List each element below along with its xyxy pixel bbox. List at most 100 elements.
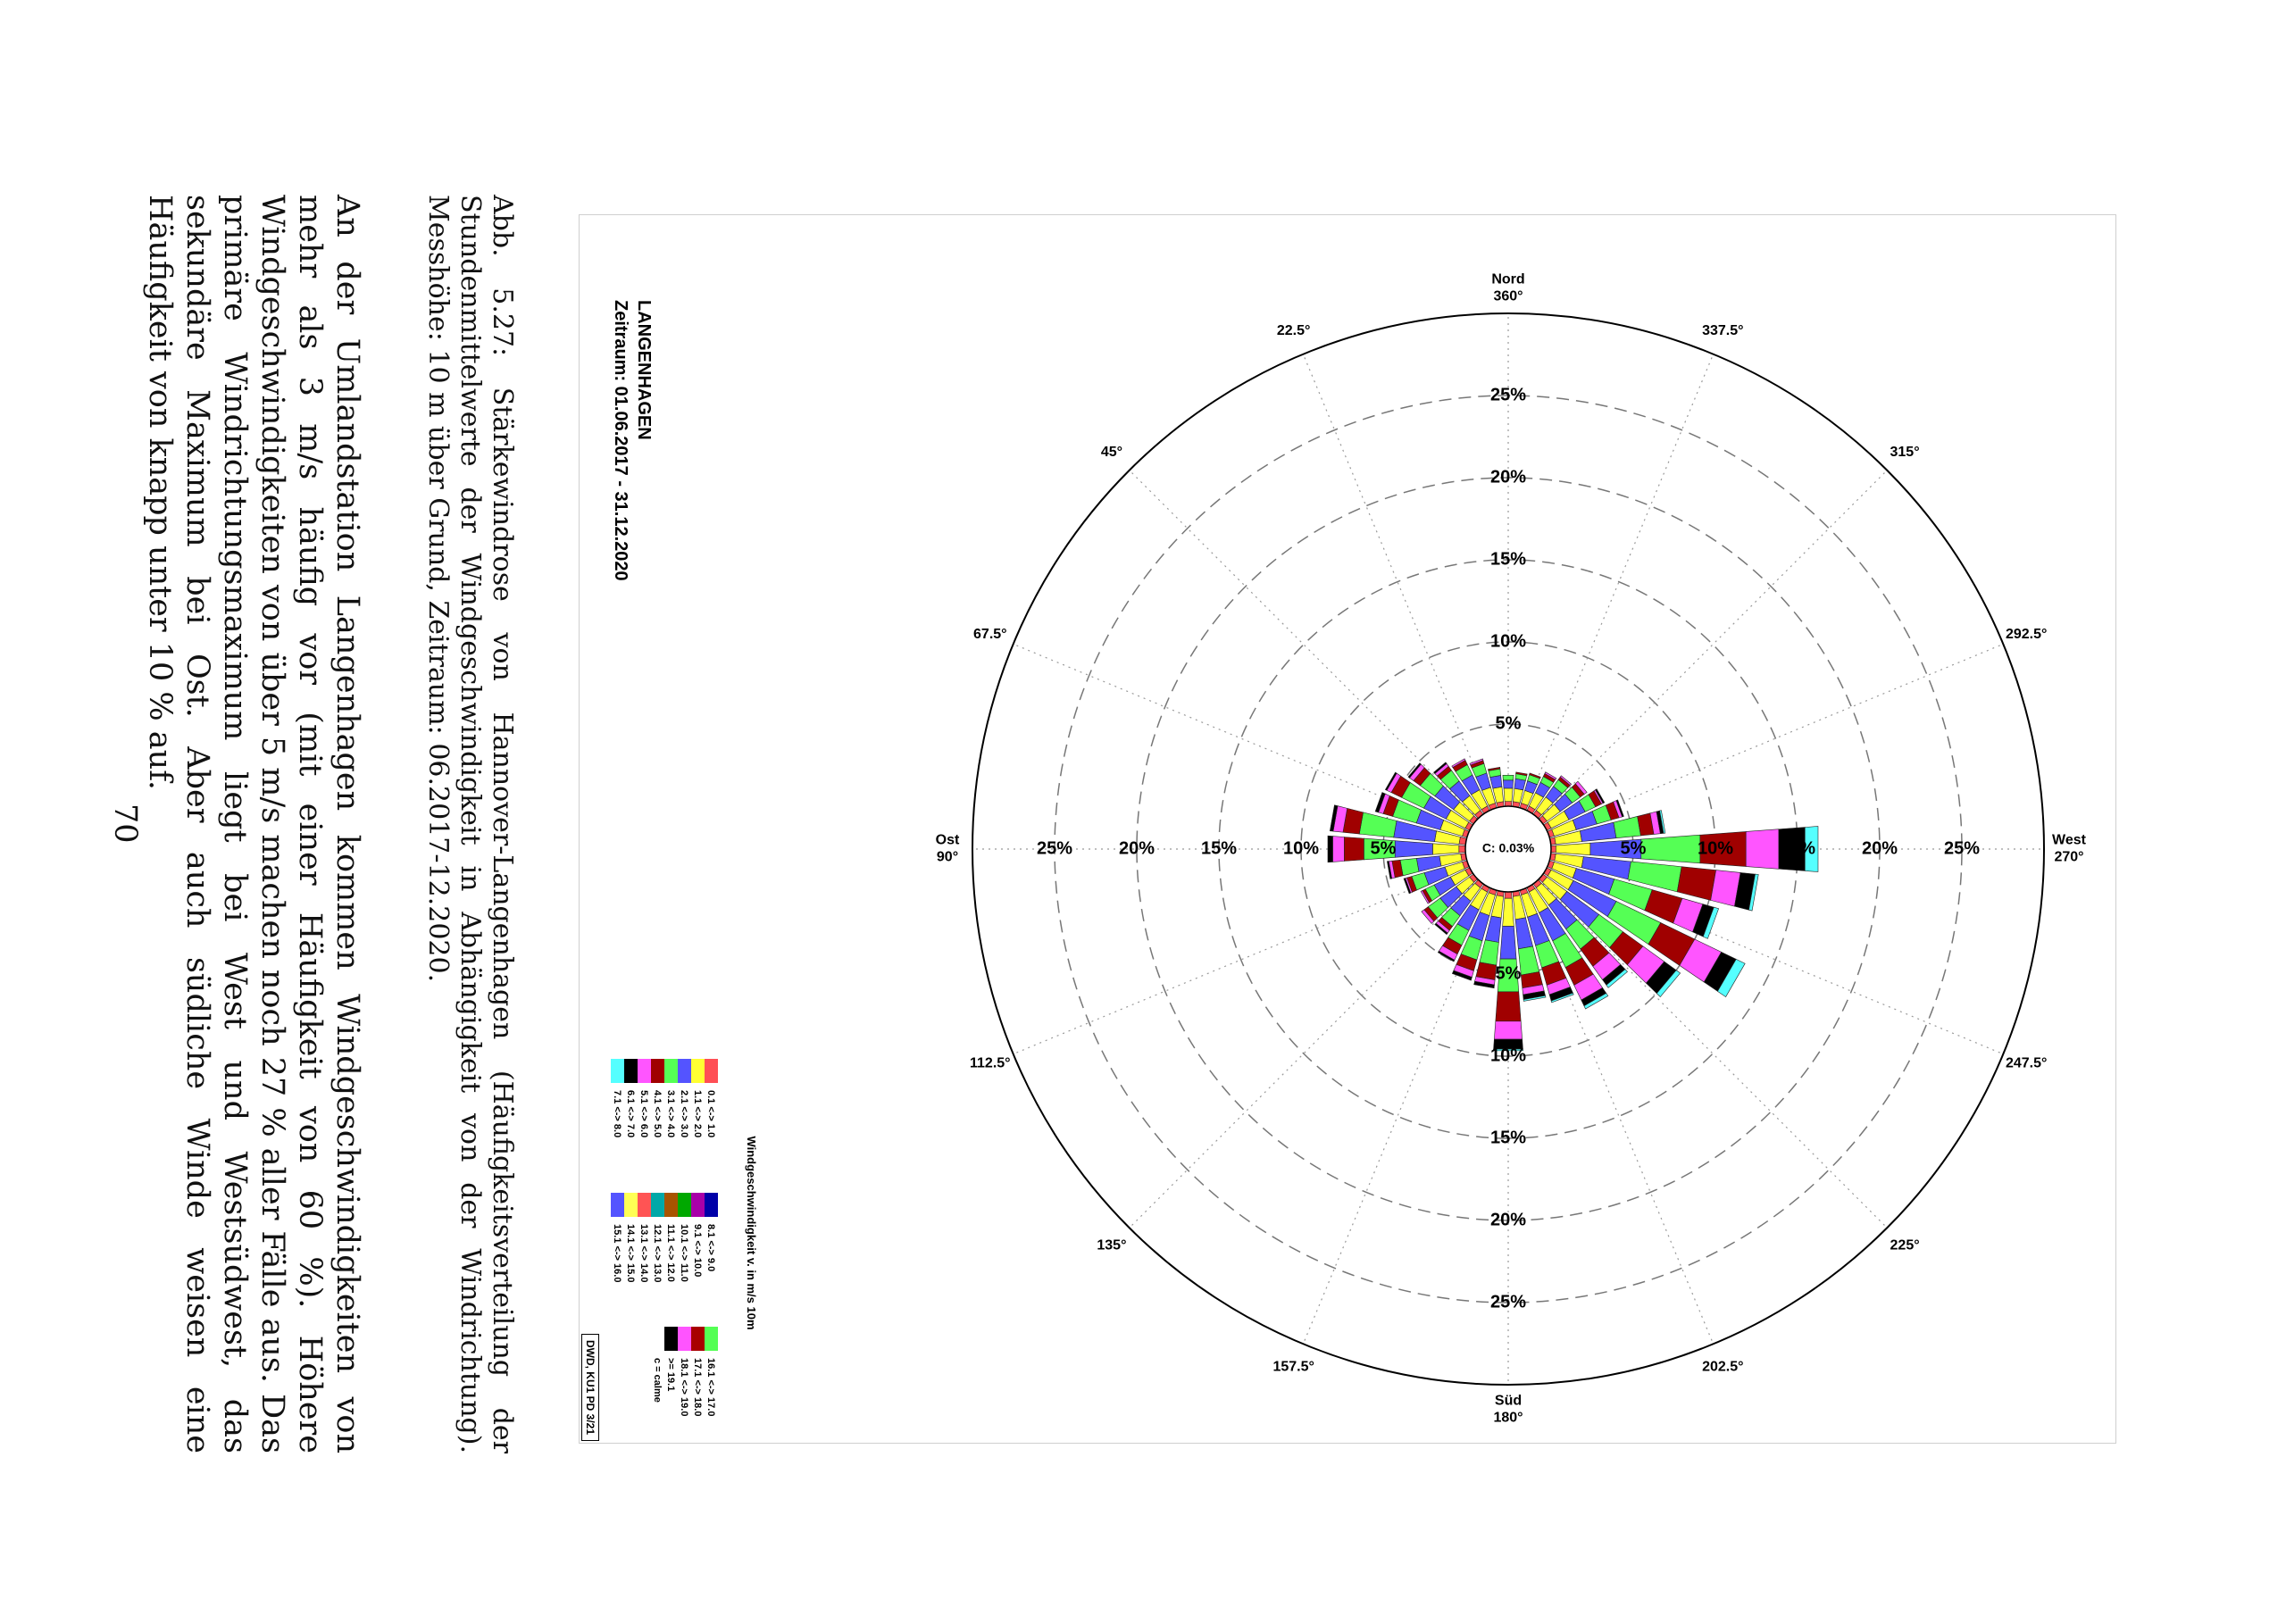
legend-swatch bbox=[651, 1059, 664, 1083]
wind-bar-segment bbox=[1544, 771, 1557, 780]
wind-bar-segment bbox=[1656, 970, 1681, 998]
direction-label: 247.5° bbox=[2006, 1056, 2047, 1071]
wind-bar-segment bbox=[1494, 1020, 1523, 1040]
legend-label: 14.1 <-> 15.0 bbox=[625, 1224, 637, 1283]
radial-tick-label: 15% bbox=[1201, 838, 1237, 858]
legend-item: 6.1 <-> 7.0 bbox=[624, 1059, 638, 1137]
legend-label: c = calme bbox=[652, 1358, 663, 1403]
wind-bar-segment bbox=[1434, 922, 1448, 936]
wind-bar-segment bbox=[1421, 909, 1435, 924]
wind-bar-segment bbox=[1493, 1048, 1523, 1052]
direction-spoke bbox=[1129, 879, 1479, 1228]
radial-tick-label: 10% bbox=[1698, 838, 1733, 858]
direction-degree: 270° bbox=[2054, 850, 2083, 865]
radial-tick-label: 20% bbox=[1862, 838, 1898, 858]
legend-column-1: 0.1 <-> 1.0 1.1 <-> 2.0 2.1 <-> 3.0 3.1 <->… bbox=[611, 1059, 718, 1137]
legend-label: 9.1 <-> 10.0 bbox=[692, 1224, 704, 1278]
legend-swatch bbox=[624, 1193, 638, 1217]
legend-label: 8.1 <-> 9.0 bbox=[705, 1224, 717, 1272]
wind-rose-figure: C: 0.03% 5% 10% 15% 20% 25% 5% 10% 15% 20% 25% 5% 10… bbox=[579, 214, 2116, 1444]
legend-item: c = calme bbox=[651, 1327, 664, 1416]
wind-bar-segment bbox=[1503, 779, 1514, 789]
direction-spoke bbox=[1523, 354, 1714, 810]
legend-label: 5.1 <-> 6.0 bbox=[638, 1090, 650, 1138]
direction-label: 135° bbox=[1097, 1237, 1126, 1253]
wind-bar-segment bbox=[1495, 991, 1522, 1022]
direction-name: Ost bbox=[936, 833, 960, 848]
legend-swatch bbox=[691, 1193, 705, 1217]
direction-spoke bbox=[1129, 470, 1479, 820]
wind-bar-segment bbox=[1433, 762, 1448, 774]
legend-swatch bbox=[678, 1193, 691, 1217]
legend-label: 4.1 <-> 5.0 bbox=[652, 1090, 663, 1138]
radial-tick-label: 5% bbox=[1371, 838, 1397, 858]
wind-bar-segment bbox=[1615, 799, 1624, 818]
wind-bar-segment bbox=[1451, 758, 1466, 768]
wind-bar-segment bbox=[1384, 771, 1397, 791]
legend-item: 12.1 <-> 13.0 bbox=[651, 1193, 664, 1282]
radial-tick-label: 10% bbox=[1490, 631, 1526, 651]
direction-spoke bbox=[1548, 643, 2004, 834]
direction-label: 315° bbox=[1890, 445, 1920, 460]
wind-bar-segment bbox=[1473, 980, 1495, 989]
direction-spoke bbox=[1538, 470, 1888, 820]
wind-bar-segment bbox=[1403, 878, 1412, 895]
legend-swatch bbox=[611, 1059, 624, 1083]
radial-tick-label: 15% bbox=[1490, 1128, 1526, 1147]
wind-bar-segment bbox=[1420, 890, 1431, 904]
direction-label: 202.5° bbox=[1702, 1359, 1743, 1374]
legend-swatch bbox=[624, 1059, 638, 1083]
wind-bar-segment bbox=[1394, 840, 1433, 858]
legend-label: 12.1 <-> 13.0 bbox=[652, 1224, 663, 1283]
legend-swatch bbox=[638, 1193, 651, 1217]
wind-bar-segment bbox=[1479, 939, 1499, 966]
wind-bar-segment bbox=[1489, 775, 1503, 789]
legend-label: 18.1 <-> 19.0 bbox=[679, 1358, 690, 1417]
radial-tick-label: 10% bbox=[1490, 1045, 1526, 1065]
legend-swatch bbox=[705, 1193, 718, 1217]
radial-tick-label: 20% bbox=[1490, 1210, 1526, 1229]
legend-swatch bbox=[691, 1327, 705, 1351]
wind-bar-segment bbox=[1458, 845, 1466, 854]
radial-ring bbox=[1136, 477, 1881, 1221]
direction-label: 292.5° bbox=[2006, 627, 2047, 642]
wind-bar-segment bbox=[1523, 995, 1547, 1002]
wind-bar-segment bbox=[1502, 774, 1514, 781]
wind-bar-segment bbox=[1702, 906, 1720, 939]
wind-bar-segment bbox=[1437, 950, 1456, 962]
radial-tick-label: 25% bbox=[1490, 1292, 1526, 1312]
wind-bar-segment bbox=[1676, 866, 1716, 901]
radial-tick-label: 20% bbox=[1490, 467, 1526, 487]
legend-item: 13.1 <-> 14.0 bbox=[638, 1193, 651, 1282]
direction-degree: 90° bbox=[937, 850, 958, 865]
legend-label: 7.1 <-> 8.0 bbox=[612, 1090, 623, 1138]
radial-tick-label: 5% bbox=[1496, 963, 1522, 983]
legend-column-3: 16.1 <-> 17.0 17.1 <-> 18.0 18.1 <-> 19.0 >… bbox=[651, 1327, 718, 1416]
wind-bar-segment bbox=[1518, 945, 1540, 976]
wind-bar-segment bbox=[1556, 842, 1591, 856]
legend-item: 10.1 <-> 11.0 bbox=[678, 1193, 691, 1282]
direction-spoke bbox=[1302, 354, 1493, 810]
legend-item: 14.1 <-> 15.0 bbox=[624, 1193, 638, 1282]
wind-bar-segment bbox=[1717, 959, 1746, 997]
page-number: 70 bbox=[107, 804, 143, 844]
legend-item: >= 19.1 bbox=[664, 1327, 678, 1416]
legend-item: 9.1 <-> 10.0 bbox=[691, 1193, 705, 1282]
radial-tick-label: 25% bbox=[1037, 838, 1072, 858]
legend-label: >= 19.1 bbox=[665, 1358, 677, 1392]
direction-label: Süd 180° bbox=[1493, 1394, 1523, 1426]
direction-name: West bbox=[2052, 833, 2087, 848]
legend-column-2: 8.1 <-> 9.0 9.1 <-> 10.0 10.1 <-> 11.0 11.1… bbox=[611, 1193, 718, 1282]
wind-bar-segment bbox=[1327, 835, 1333, 863]
wind-bar-segment bbox=[1399, 858, 1420, 877]
legend-label: 6.1 <-> 7.0 bbox=[625, 1090, 637, 1138]
direction-label: 157.5° bbox=[1272, 1359, 1314, 1374]
wind-bar-segment bbox=[1559, 775, 1573, 787]
period-label: Zeitraum: 01.06.2017 - 31.12.2020 bbox=[611, 300, 630, 581]
dwd-stamp: DWD, KU1 PD 3/21 bbox=[581, 1333, 599, 1441]
legend-swatch bbox=[705, 1327, 718, 1351]
direction-label: 225° bbox=[1890, 1237, 1920, 1253]
legend-swatch bbox=[678, 1059, 691, 1083]
legend-label: 13.1 <-> 14.0 bbox=[638, 1224, 650, 1283]
wind-bar-segment bbox=[1529, 772, 1541, 779]
